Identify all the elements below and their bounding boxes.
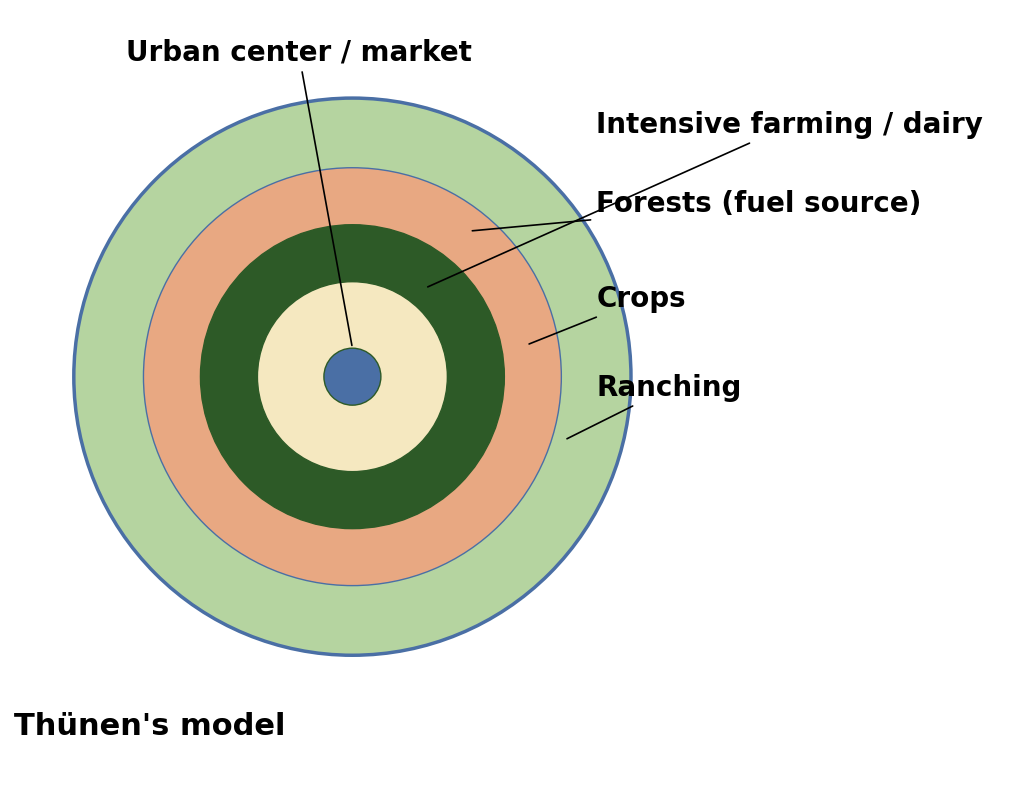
Text: Intensive farming / dairy: Intensive farming / dairy [428, 111, 983, 287]
Text: Crops: Crops [529, 286, 686, 344]
Circle shape [324, 349, 380, 405]
Circle shape [201, 225, 504, 528]
Text: Ranching: Ranching [567, 374, 742, 439]
Text: Forests (fuel source): Forests (fuel source) [472, 191, 921, 231]
Circle shape [257, 282, 447, 472]
Text: Thünen's model: Thünen's model [14, 712, 286, 741]
Text: Urban center / market: Urban center / market [126, 38, 471, 345]
Circle shape [143, 168, 561, 586]
Circle shape [74, 98, 631, 655]
